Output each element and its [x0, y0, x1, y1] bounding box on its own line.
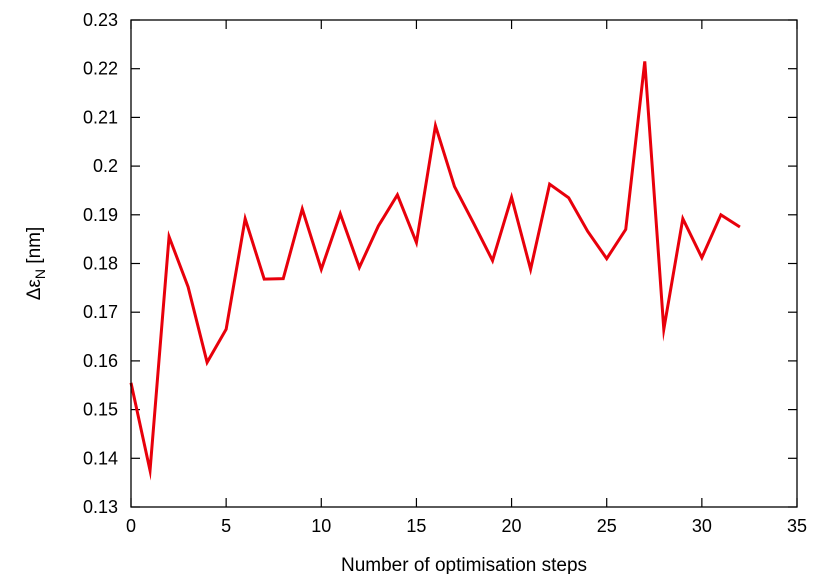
- y-axis-title-unit: [nm]: [24, 227, 45, 269]
- x-tick-label: 35: [787, 516, 807, 536]
- x-tick-label: 10: [311, 516, 331, 536]
- y-axis-title-main: Δε: [24, 279, 45, 301]
- y-axis-title: ΔεN [nm]: [24, 227, 48, 301]
- data-series-line: [129, 61, 741, 481]
- y-tick-label: 0.22: [83, 59, 118, 79]
- y-tick-label: 0.14: [83, 448, 118, 468]
- y-tick-label: 0.23: [83, 10, 118, 30]
- y-tick-label: 0.2: [93, 156, 118, 176]
- x-tick-label: 25: [597, 516, 617, 536]
- tick-labels: 0 5 10 15 20 25 30 35 0.13 0.14 0.15 0.16 0.17 0.18 0.…: [83, 10, 807, 536]
- x-tick-label: 20: [502, 516, 522, 536]
- y-tick-label: 0.17: [83, 302, 118, 322]
- series-layer: [129, 61, 741, 481]
- x-tick-label: 15: [406, 516, 426, 536]
- y-tick-label: 0.19: [83, 205, 118, 225]
- y-tick-label: 0.18: [83, 254, 118, 274]
- tick-marks: [130, 19, 798, 508]
- x-tick-label: 5: [221, 516, 231, 536]
- plot-frame: [130, 19, 798, 508]
- y-tick-label: 0.13: [83, 497, 118, 517]
- x-axis-title: Number of optimisation steps: [341, 555, 587, 574]
- x-tick-label: 0: [126, 516, 136, 536]
- y-tick-label: 0.21: [83, 107, 118, 127]
- y-tick-label: 0.15: [83, 400, 118, 420]
- y-tick-label: 0.16: [83, 351, 118, 371]
- y-axis-title-subscript: N: [32, 269, 48, 279]
- x-tick-label: 30: [692, 516, 712, 536]
